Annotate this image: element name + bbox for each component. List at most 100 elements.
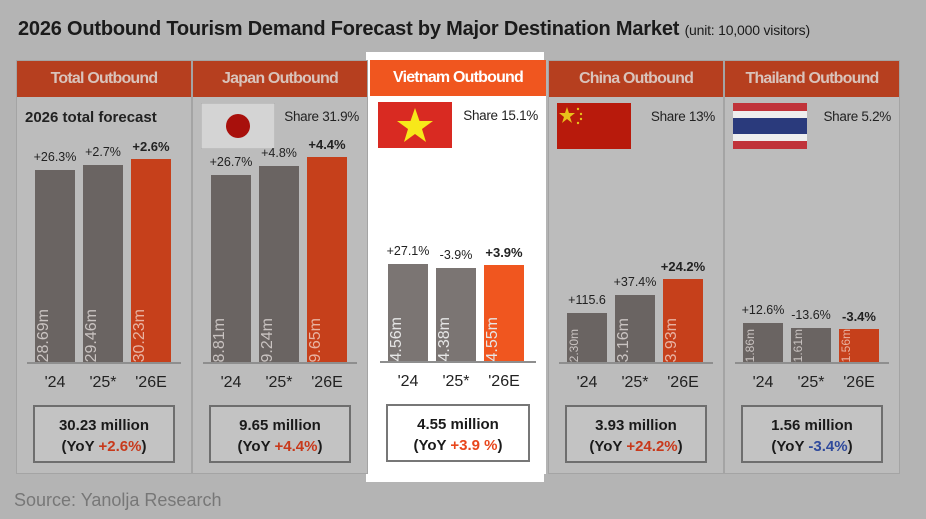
yoy-suffix: ) <box>677 438 683 455</box>
baseline <box>735 362 889 364</box>
bar-value-label: 29.46m <box>83 308 100 362</box>
summary-box: 30.23 million (YoY +2.6%) <box>33 405 175 463</box>
summary-box: 1.56 million (YoY -3.4%) <box>741 405 883 463</box>
bar-value-label: 1.56m <box>839 328 853 362</box>
bar-1: 1.61m <box>791 327 831 362</box>
bar-2: 9.65m <box>307 157 347 362</box>
year-label: '25* <box>89 374 117 391</box>
summary-yoy: (YoY +2.6%) <box>35 436 173 457</box>
year-label: '24 <box>44 374 66 391</box>
panel-subtitle: 2026 total forecast <box>25 109 157 126</box>
panel-header: China Outbound <box>549 61 723 97</box>
bar-0: 1.86m <box>743 322 783 362</box>
bar-value-label: 3.93m <box>663 317 680 362</box>
bar-value-label: 2.30m <box>567 328 581 362</box>
summary-total: 4.55 million <box>417 416 499 433</box>
bar-0: 8.81m <box>211 175 251 362</box>
summary-yoy: (YoY +3.9 %) <box>388 435 528 456</box>
yoy-prefix: (YoY <box>61 438 99 455</box>
bar-value-label: 4.56m <box>388 316 405 361</box>
change-label: +37.4% <box>613 275 657 289</box>
yoy-value: -3.4% <box>808 438 848 455</box>
year-label: '24 <box>576 374 598 391</box>
yoy-prefix: (YoY <box>589 438 627 455</box>
change-label: +2.6% <box>132 139 170 155</box>
bar-value-label: 9.24m <box>259 317 276 362</box>
bar-1: 3.16m <box>615 295 655 362</box>
bar-value-label: 1.86m <box>743 328 757 362</box>
year-label: '25* <box>265 374 293 391</box>
summary-yoy: (YoY +4.4%) <box>211 436 349 457</box>
panel-header: Vietnam Outbound <box>370 60 546 96</box>
yoy-value: +24.2% <box>626 438 678 455</box>
bar-value-label: 1.61m <box>791 328 805 362</box>
yoy-prefix: (YoY <box>237 438 275 455</box>
yoy-value: +3.9 % <box>450 437 498 454</box>
panel-header: Japan Outbound <box>193 61 367 97</box>
yoy-suffix: ) <box>141 438 147 455</box>
unit-note: (unit: 10,000 visitors) <box>684 22 811 38</box>
share-label: Share 31.9% <box>284 109 359 124</box>
yoy-suffix: ) <box>847 438 853 455</box>
baseline <box>27 362 181 364</box>
year-label: '24 <box>397 373 419 390</box>
year-label: '26E <box>488 373 520 390</box>
bar-0: 2.30m <box>567 313 607 362</box>
bar-2: 1.56m <box>839 329 879 362</box>
year-label: '26E <box>843 374 875 391</box>
bar-value-label: 4.38m <box>436 316 453 361</box>
change-label: +26.3% <box>33 149 77 164</box>
baseline <box>203 362 357 364</box>
change-label: +24.2% <box>660 258 706 274</box>
chart-title: 2026 Outbound Tourism Demand Forecast by… <box>18 18 810 41</box>
summary-yoy: (YoY -3.4%) <box>743 436 881 457</box>
summary-box: 9.65 million (YoY +4.4%) <box>209 405 351 463</box>
change-label: +3.9% <box>485 244 523 260</box>
title-text: 2026 Outbound Tourism Demand Forecast by… <box>18 18 680 40</box>
vietnam-flag-icon <box>378 102 452 148</box>
panel-china-outbound: China Outbound Share 13% 2.30m +115.6 '24 3.1… <box>548 60 724 474</box>
share-label: Share 13% <box>650 109 715 124</box>
yoy-prefix: (YoY <box>413 437 451 454</box>
summary-yoy: (YoY +24.2%) <box>567 436 705 457</box>
change-label: -13.6% <box>791 307 831 322</box>
change-label: -3.9% <box>439 248 473 263</box>
bar-value-label: 8.81m <box>211 317 228 362</box>
summary-box: 4.55 million (YoY +3.9 %) <box>386 404 530 462</box>
bar-2: 3.93m <box>663 278 703 362</box>
panel-japan-outbound: Japan Outbound Share 31.9% 8.81m +26.7% '24 9… <box>192 60 368 474</box>
year-label: '25* <box>797 374 825 391</box>
change-label: +12.6% <box>741 302 785 317</box>
bar-2: 4.55m <box>484 264 524 361</box>
bar-value-label: 28.69m <box>35 308 52 362</box>
summary-total: 3.93 million <box>595 417 677 434</box>
yoy-value: +4.4% <box>274 438 318 455</box>
bar-value-label: 30.23m <box>131 308 148 362</box>
change-label: +2.7% <box>85 144 121 159</box>
bar-0: 28.69m <box>35 169 75 362</box>
japan-flag-icon <box>200 102 276 150</box>
year-label: '25* <box>621 374 649 391</box>
year-label: '26E <box>311 374 343 391</box>
bar-value-label: 4.55m <box>484 316 501 361</box>
china-flag-icon <box>557 103 631 149</box>
panel-vietnam-outbound: Vietnam Outbound Share 15.1% 4.56m +27.1% '2… <box>370 60 546 474</box>
panel-total-outbound: Total Outbound 2026 total forecast 28.69m +… <box>16 60 192 474</box>
summary-total: 1.56 million <box>771 417 853 434</box>
panel-header: Total Outbound <box>17 61 191 97</box>
yoy-suffix: ) <box>317 438 323 455</box>
summary-total: 30.23 million <box>58 417 150 434</box>
year-label: '26E <box>135 374 167 391</box>
share-label: Share 5.2% <box>823 109 891 124</box>
change-label: -3.4% <box>842 308 876 324</box>
share-label: Share 15.1% <box>463 108 538 123</box>
bar-value-label: 9.65m <box>307 317 324 362</box>
bar-0: 4.56m <box>388 264 428 361</box>
bar-1: 29.46m <box>83 164 123 362</box>
yoy-value: +2.6% <box>98 438 142 455</box>
change-label: +4.4% <box>308 137 346 153</box>
summary-total: 9.65 million <box>239 417 321 434</box>
year-label: '24 <box>220 374 242 391</box>
yoy-suffix: ) <box>497 437 503 454</box>
thailand-flag-icon <box>733 103 807 149</box>
